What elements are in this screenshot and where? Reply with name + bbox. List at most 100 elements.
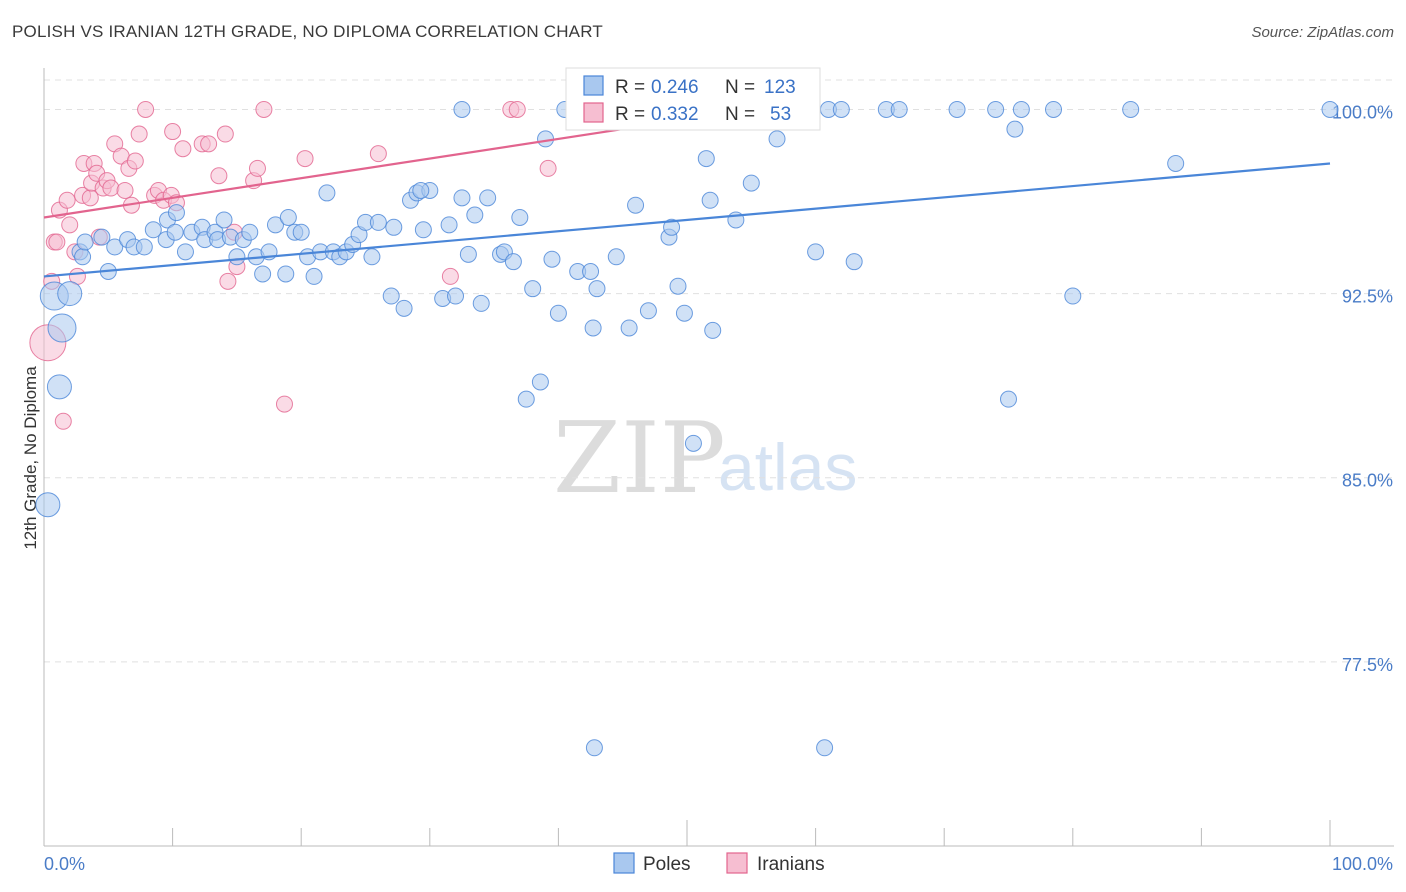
iranians-point bbox=[200, 135, 218, 153]
poles-point bbox=[166, 223, 184, 241]
y-tick-label: 85.0% bbox=[1342, 471, 1393, 491]
poles-point bbox=[845, 253, 863, 271]
poles-point bbox=[459, 245, 477, 263]
poles-point bbox=[768, 130, 786, 148]
poles-point bbox=[531, 373, 549, 391]
poles-point bbox=[1122, 100, 1140, 118]
poles-point bbox=[167, 204, 185, 222]
iranians-point bbox=[48, 233, 66, 251]
y-tick-label: 77.5% bbox=[1342, 655, 1393, 675]
poles-point bbox=[543, 250, 561, 268]
poles-point bbox=[807, 243, 825, 261]
poles-point bbox=[74, 248, 92, 266]
poles-point bbox=[1000, 390, 1017, 408]
poles-point bbox=[453, 100, 471, 118]
poles-point bbox=[241, 223, 259, 241]
poles-point bbox=[228, 248, 246, 266]
legend-poles-r-label: R = bbox=[615, 77, 645, 98]
poles-point bbox=[1006, 120, 1024, 138]
iranians-point bbox=[219, 272, 237, 290]
iranians-point bbox=[255, 100, 273, 118]
poles-point bbox=[176, 243, 194, 261]
poles-point bbox=[588, 280, 606, 298]
poles-point bbox=[639, 302, 657, 320]
iranians-point bbox=[58, 191, 76, 209]
iranians-point bbox=[130, 125, 148, 143]
poles-point bbox=[584, 319, 602, 337]
poles-point bbox=[385, 218, 403, 236]
iranians-point bbox=[126, 152, 144, 170]
poles-point bbox=[363, 248, 381, 266]
correlation-legend: R = 0.246 N = 123 R = 0.332 N = 53 bbox=[565, 67, 821, 131]
legend-iranians-n-value: 53 bbox=[770, 104, 791, 125]
iranians-point bbox=[116, 181, 134, 199]
poles-point bbox=[93, 228, 111, 246]
poles-point bbox=[511, 208, 529, 226]
poles-point bbox=[395, 299, 413, 317]
legend-swatch-iranians bbox=[583, 102, 604, 123]
poles-point bbox=[627, 196, 645, 214]
poles-point bbox=[987, 100, 1005, 118]
poles-point bbox=[453, 189, 471, 207]
y-axis-label: 12th Grade, No Diploma bbox=[21, 366, 40, 550]
poles-point bbox=[318, 184, 336, 202]
poles-point bbox=[279, 208, 297, 226]
iranians-point bbox=[539, 159, 557, 177]
legend-iranians-n-label: N = bbox=[725, 104, 755, 125]
legend-swatch-poles bbox=[583, 75, 604, 96]
series-legend-iranians-label: Iranians bbox=[757, 854, 825, 875]
poles-point bbox=[215, 211, 233, 229]
iranians-point bbox=[210, 167, 228, 185]
iranians-point bbox=[137, 100, 155, 118]
poles-point bbox=[663, 218, 681, 236]
poles-point bbox=[254, 265, 272, 283]
poles-point bbox=[1064, 287, 1082, 305]
poles-point bbox=[440, 216, 458, 234]
poles-point bbox=[704, 321, 722, 339]
poles-point bbox=[76, 233, 94, 251]
iranians-point bbox=[275, 395, 293, 413]
poles-point bbox=[277, 265, 295, 283]
poles-point bbox=[472, 294, 490, 312]
poles-point bbox=[144, 221, 162, 239]
iranians-point bbox=[102, 179, 120, 197]
x-tick-label-min: 0.0% bbox=[44, 854, 85, 874]
poles-point bbox=[582, 263, 600, 280]
poles-trend-line bbox=[43, 162, 1331, 278]
poles-point bbox=[382, 287, 400, 305]
poles-point bbox=[890, 100, 908, 118]
poles-point bbox=[1321, 100, 1339, 118]
iranians-point bbox=[174, 140, 192, 158]
legend-poles-r-value: 0.246 bbox=[651, 77, 699, 98]
poles-point bbox=[35, 492, 61, 518]
iranians-point bbox=[248, 159, 266, 177]
poles-point bbox=[517, 390, 535, 408]
axes bbox=[43, 68, 1394, 847]
iranians-point bbox=[61, 216, 79, 234]
poles-point bbox=[742, 174, 760, 192]
poles-point bbox=[504, 253, 522, 271]
legend-box bbox=[565, 67, 821, 131]
poles-point bbox=[466, 206, 484, 224]
series-legend: Poles Iranians bbox=[613, 852, 825, 875]
poles-point bbox=[479, 189, 497, 207]
iranians-point bbox=[216, 125, 234, 143]
poles-points bbox=[35, 100, 1339, 757]
watermark-zip: ZIP bbox=[553, 402, 726, 516]
legend-poles-n-value: 123 bbox=[764, 77, 796, 98]
poles-point bbox=[447, 287, 465, 305]
poles-point bbox=[524, 280, 542, 298]
poles-point bbox=[675, 304, 693, 322]
legend-poles-n-label: N = bbox=[725, 77, 755, 98]
iranians-point bbox=[369, 145, 387, 163]
poles-point bbox=[701, 191, 719, 209]
iranians-point bbox=[508, 100, 526, 118]
x-tick-label-max: 100.0% bbox=[1332, 854, 1393, 874]
poles-point bbox=[697, 150, 715, 168]
poles-point bbox=[266, 216, 284, 234]
poles-point bbox=[948, 100, 966, 118]
gridlines bbox=[44, 79, 1394, 663]
poles-point bbox=[135, 238, 153, 256]
poles-point bbox=[57, 281, 83, 307]
